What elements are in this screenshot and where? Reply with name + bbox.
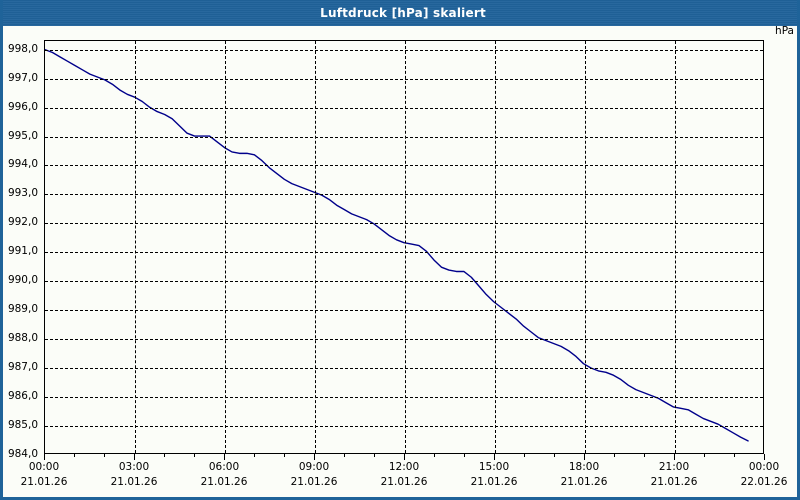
x-axis-tick-date: 22.01.26 bbox=[740, 475, 788, 488]
chart-canvas: hPa 998,0 997,0 996,0 995,0 994,0 993,0 992,0 9… bbox=[3, 26, 797, 497]
x-axis-tick-date: 21.01.26 bbox=[380, 475, 428, 488]
y-gridline bbox=[45, 339, 763, 341]
x-axis-minor-tick bbox=[194, 454, 195, 457]
x-axis-major-tick bbox=[674, 454, 675, 460]
y-axis-tick-label: 995,0 bbox=[7, 129, 38, 142]
x-axis-tick-label: 09:00 21.01.26 bbox=[291, 462, 338, 487]
y-axis-tick-label: 997,0 bbox=[7, 71, 38, 84]
y-axis-tick-label: 990,0 bbox=[7, 274, 38, 287]
y-gridline bbox=[45, 252, 763, 254]
y-gridline bbox=[45, 165, 763, 167]
x-axis-minor-tick bbox=[464, 454, 465, 457]
x-axis-tick-date: 21.01.26 bbox=[470, 475, 518, 488]
x-axis-minor-tick bbox=[434, 454, 435, 457]
x-axis-tick-date: 21.01.26 bbox=[20, 475, 68, 488]
x-axis-major-tick bbox=[314, 454, 315, 460]
y-axis-tick-label: 992,0 bbox=[7, 216, 38, 229]
x-axis-minor-tick bbox=[284, 454, 285, 457]
x-axis-tick-date: 21.01.26 bbox=[110, 475, 158, 488]
x-axis-labels: 00:00 21.01.26 03:00 21.01.26 06:00 21.01.26 0… bbox=[21, 462, 788, 496]
x-axis-tick-time: 18:00 bbox=[568, 461, 600, 473]
x-axis-tick-time: 09:00 bbox=[298, 461, 330, 473]
x-axis-tick-time: 15:00 bbox=[478, 461, 510, 473]
x-axis-minor-tick bbox=[704, 454, 705, 457]
x-axis-minor-tick bbox=[734, 454, 735, 457]
x-axis-tick-time: 00:00 bbox=[28, 461, 60, 473]
x-axis-tick-date: 21.01.26 bbox=[200, 475, 248, 488]
y-axis-labels: 998,0 997,0 996,0 995,0 994,0 993,0 992,0 991,0… bbox=[3, 40, 41, 458]
x-axis-major-tick bbox=[494, 454, 495, 460]
x-axis-tick-label: 15:00 21.01.26 bbox=[471, 462, 518, 487]
x-axis-minor-tick bbox=[524, 454, 525, 457]
y-axis-unit-label: hPa bbox=[775, 25, 794, 37]
y-gridline bbox=[45, 368, 763, 370]
y-gridline bbox=[45, 136, 763, 138]
x-gridline bbox=[405, 41, 406, 453]
x-gridline bbox=[495, 41, 496, 453]
x-axis-tick-label: 06:00 21.01.26 bbox=[201, 462, 248, 487]
x-axis-tick-label: 00:00 22.01.26 bbox=[741, 462, 788, 487]
x-axis-tick-time: 06:00 bbox=[208, 461, 240, 473]
x-axis-tick-time: 12:00 bbox=[388, 461, 420, 473]
x-axis-major-tick bbox=[44, 454, 45, 460]
x-axis-minor-tick bbox=[644, 454, 645, 457]
y-axis-tick-label: 986,0 bbox=[7, 389, 38, 402]
x-axis-tick-time: 21:00 bbox=[658, 461, 690, 473]
x-axis-tick-label: 18:00 21.01.26 bbox=[561, 462, 608, 487]
x-axis-minor-tick bbox=[374, 454, 375, 457]
y-axis-tick-label: 993,0 bbox=[7, 187, 38, 200]
y-gridline bbox=[45, 426, 763, 428]
x-axis-tick-date: 21.01.26 bbox=[560, 475, 608, 488]
y-gridline bbox=[45, 78, 763, 80]
y-axis-tick-label: 987,0 bbox=[7, 360, 38, 373]
y-gridline bbox=[45, 223, 763, 225]
y-axis-tick-label: 996,0 bbox=[7, 100, 38, 113]
y-gridline bbox=[45, 107, 763, 109]
y-axis-tick-label: 994,0 bbox=[7, 158, 38, 171]
x-gridline bbox=[135, 41, 136, 453]
y-axis-tick-label: 985,0 bbox=[7, 418, 38, 431]
x-axis-tick-time: 00:00 bbox=[748, 461, 780, 473]
x-axis-tick-date: 21.01.26 bbox=[290, 475, 338, 488]
x-axis-major-tick bbox=[764, 454, 765, 460]
y-gridline bbox=[45, 194, 763, 196]
x-gridline bbox=[675, 41, 676, 453]
x-axis-tick-label: 21:00 21.01.26 bbox=[651, 462, 698, 487]
y-gridline bbox=[45, 49, 763, 51]
x-axis-minor-tick bbox=[614, 454, 615, 457]
x-axis-minor-tick bbox=[554, 454, 555, 457]
y-axis-tick-label: 998,0 bbox=[7, 42, 38, 55]
y-axis-tick-label: 988,0 bbox=[7, 331, 38, 344]
y-gridline bbox=[45, 310, 763, 312]
x-axis-minor-tick bbox=[254, 454, 255, 457]
y-axis-tick-label: 984,0 bbox=[7, 447, 38, 460]
x-axis-major-tick bbox=[134, 454, 135, 460]
y-gridline bbox=[45, 397, 763, 399]
y-axis-tick-label: 989,0 bbox=[7, 302, 38, 315]
x-axis-tick-date: 21.01.26 bbox=[650, 475, 698, 488]
x-axis-major-tick bbox=[584, 454, 585, 460]
pressure-line-series bbox=[45, 41, 763, 453]
window-title: Luftdruck [hPa] skaliert bbox=[320, 6, 486, 20]
y-axis-tick-label: 991,0 bbox=[7, 245, 38, 258]
x-gridline bbox=[585, 41, 586, 453]
x-axis-ticks bbox=[44, 454, 765, 460]
x-axis-minor-tick bbox=[164, 454, 165, 457]
x-axis-tick-label: 03:00 21.01.26 bbox=[111, 462, 158, 487]
x-axis-tick-label: 12:00 21.01.26 bbox=[381, 462, 428, 487]
x-axis-minor-tick bbox=[74, 454, 75, 457]
x-gridline bbox=[225, 41, 226, 453]
x-gridline bbox=[315, 41, 316, 453]
x-axis-major-tick bbox=[224, 454, 225, 460]
x-axis-tick-label: 00:00 21.01.26 bbox=[21, 462, 68, 487]
x-axis-minor-tick bbox=[104, 454, 105, 457]
y-gridline bbox=[45, 281, 763, 283]
x-axis-minor-tick bbox=[344, 454, 345, 457]
plot-area bbox=[44, 40, 764, 454]
window-title-bar: Luftdruck [hPa] skaliert bbox=[3, 0, 797, 26]
x-axis-major-tick bbox=[404, 454, 405, 460]
x-axis-tick-time: 03:00 bbox=[118, 461, 150, 473]
